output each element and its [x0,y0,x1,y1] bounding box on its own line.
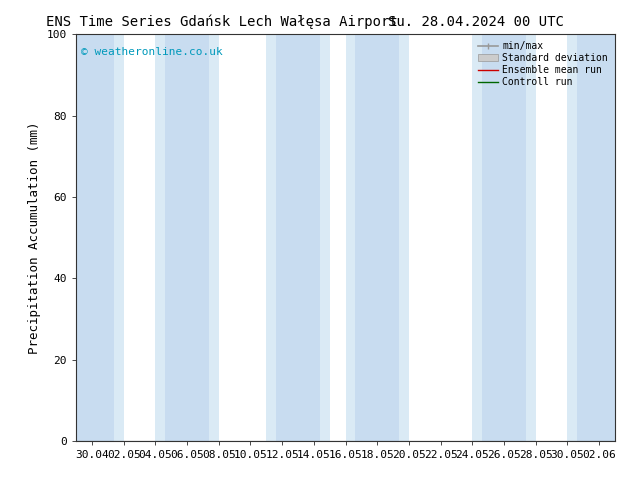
Y-axis label: Precipitation Accumulation (mm): Precipitation Accumulation (mm) [29,122,41,354]
Text: ENS Time Series Gdańsk Lech Wałęsa Airport: ENS Time Series Gdańsk Lech Wałęsa Airpo… [46,15,398,29]
Bar [346,34,409,441]
Bar [60,34,124,441]
Bar [155,34,219,441]
Bar [266,34,330,441]
Bar [567,34,631,441]
Bar [355,34,399,441]
Bar [482,34,526,441]
Legend: min/max, Standard deviation, Ensemble mean run, Controll run: min/max, Standard deviation, Ensemble me… [476,39,610,89]
Text: © weatheronline.co.uk: © weatheronline.co.uk [81,47,223,56]
Bar [70,34,114,441]
Bar [276,34,320,441]
Bar [165,34,209,441]
Bar [472,34,536,441]
Bar [577,34,621,441]
Text: Su. 28.04.2024 00 UTC: Su. 28.04.2024 00 UTC [387,15,564,29]
